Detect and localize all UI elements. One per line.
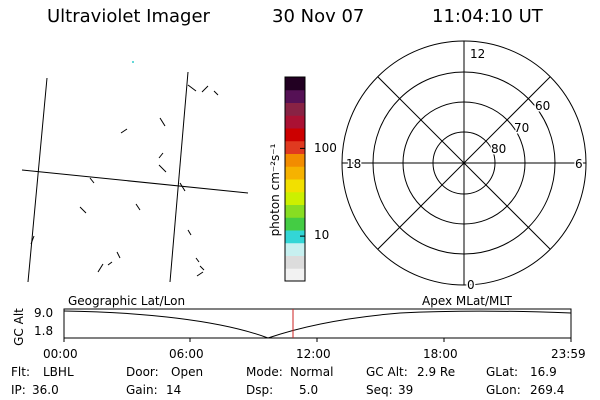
colorbar-segment bbox=[285, 77, 305, 91]
polar-label-6: 6 bbox=[575, 157, 583, 171]
colorbar-frame bbox=[284, 76, 306, 282]
info-dsp-value: 5.0 bbox=[299, 383, 319, 397]
polar-mlt-plot: 12 18 6 0 60 70 80 bbox=[341, 40, 587, 294]
colorbar-tick-100: 100 bbox=[314, 141, 337, 155]
timeline-xtick-0600: 06:00 bbox=[169, 347, 204, 361]
grid-parallel bbox=[21, 169, 249, 194]
colorbar-segment bbox=[285, 153, 305, 167]
info-mode-value: Normal bbox=[290, 365, 334, 379]
grid-meridian-left bbox=[27, 77, 48, 283]
info-gain: Gain: 14 bbox=[126, 383, 181, 397]
colorbar-segment bbox=[285, 230, 305, 244]
info-dsp: Dsp: 5.0 bbox=[246, 383, 318, 397]
info-gain-value: 14 bbox=[166, 383, 182, 397]
colorbar-segment bbox=[285, 179, 305, 193]
timeline-xtick-2359: 23:59 bbox=[551, 347, 586, 361]
timeline-left-caption: Geographic Lat/Lon bbox=[68, 294, 186, 308]
polar-label-60: 60 bbox=[535, 99, 550, 113]
timeline-ytick-1.8: 1.8 bbox=[34, 324, 54, 338]
info-flt-value: LBHL bbox=[43, 365, 74, 379]
timeline-xtick-0000: 00:00 bbox=[43, 347, 78, 361]
info-gcalt: GC Alt: 2.9 Re bbox=[366, 365, 455, 379]
info-glat-label: GLat: bbox=[486, 365, 519, 379]
info-ip-value: 36.0 bbox=[32, 383, 59, 397]
info-glon-label: GLon: bbox=[486, 383, 521, 397]
colorbar-segment bbox=[285, 89, 305, 103]
polar-diagonal-2 bbox=[377, 76, 551, 250]
timeline-xtick-1800: 18:00 bbox=[423, 347, 458, 361]
info-door-label: Door: bbox=[126, 365, 159, 379]
grid-meridian-right bbox=[169, 71, 189, 283]
observation-date: 30 Nov 07 bbox=[272, 6, 365, 27]
info-glon: GLon: 269.4 bbox=[486, 383, 564, 397]
info-glat: GLat: 16.9 bbox=[486, 365, 557, 379]
colorbar-segment bbox=[285, 166, 305, 180]
colorbar-segment bbox=[285, 128, 305, 142]
colorbar-segment bbox=[285, 191, 305, 205]
altitude-timeline bbox=[63, 308, 572, 342]
polar-label-18: 18 bbox=[346, 157, 361, 171]
info-glon-value: 269.4 bbox=[530, 383, 565, 397]
info-ip-label: IP: bbox=[11, 383, 26, 397]
colorbar-label: photon cm⁻²s⁻¹ bbox=[268, 143, 282, 237]
colorbar-segment bbox=[285, 140, 305, 154]
info-flt: Flt: LBHL bbox=[11, 365, 74, 379]
info-door: Door: Open bbox=[126, 365, 203, 379]
info-gain-label: Gain: bbox=[126, 383, 158, 397]
colorbar-segment bbox=[285, 115, 305, 129]
info-ip: IP: 36.0 bbox=[11, 383, 59, 397]
timeline-right-caption: Apex MLat/MLT bbox=[422, 294, 512, 308]
info-seq-value: 39 bbox=[398, 383, 414, 397]
observation-time: 11:04:10 UT bbox=[432, 6, 543, 27]
info-glat-value: 16.9 bbox=[530, 365, 557, 379]
colorbar-segment bbox=[285, 268, 305, 282]
colorbar-segment bbox=[285, 217, 305, 231]
colorbar-tick-10: 10 bbox=[314, 228, 330, 242]
polar-label-80: 80 bbox=[491, 142, 506, 156]
timeline-frame bbox=[63, 308, 572, 339]
colorbar-segment bbox=[285, 102, 305, 116]
altitude-curve bbox=[63, 310, 572, 339]
info-mode: Mode: Normal bbox=[246, 365, 333, 379]
info-seq-label: Seq: bbox=[366, 383, 393, 397]
info-dsp-label: Dsp: bbox=[246, 383, 274, 397]
colorbar-segment bbox=[285, 204, 305, 218]
instrument-title: Ultraviolet Imager bbox=[47, 6, 210, 27]
info-door-value: Open bbox=[171, 365, 204, 379]
timeline-ytick-9: 9.0 bbox=[34, 306, 54, 320]
polar-label-12: 12 bbox=[470, 47, 485, 61]
polar-label-0: 0 bbox=[467, 278, 475, 292]
info-gcalt-label: GC Alt: bbox=[366, 365, 408, 379]
colorbar-segment bbox=[285, 242, 305, 256]
timeline-xtick-1200: 12:00 bbox=[296, 347, 331, 361]
info-flt-label: Flt: bbox=[11, 365, 30, 379]
polar-label-70: 70 bbox=[514, 121, 529, 135]
info-mode-label: Mode: bbox=[246, 365, 283, 379]
info-gcalt-value: 2.9 Re bbox=[417, 365, 456, 379]
colorbar-segment bbox=[285, 255, 305, 269]
info-seq: Seq: 39 bbox=[366, 383, 413, 397]
colorbar bbox=[284, 76, 306, 282]
